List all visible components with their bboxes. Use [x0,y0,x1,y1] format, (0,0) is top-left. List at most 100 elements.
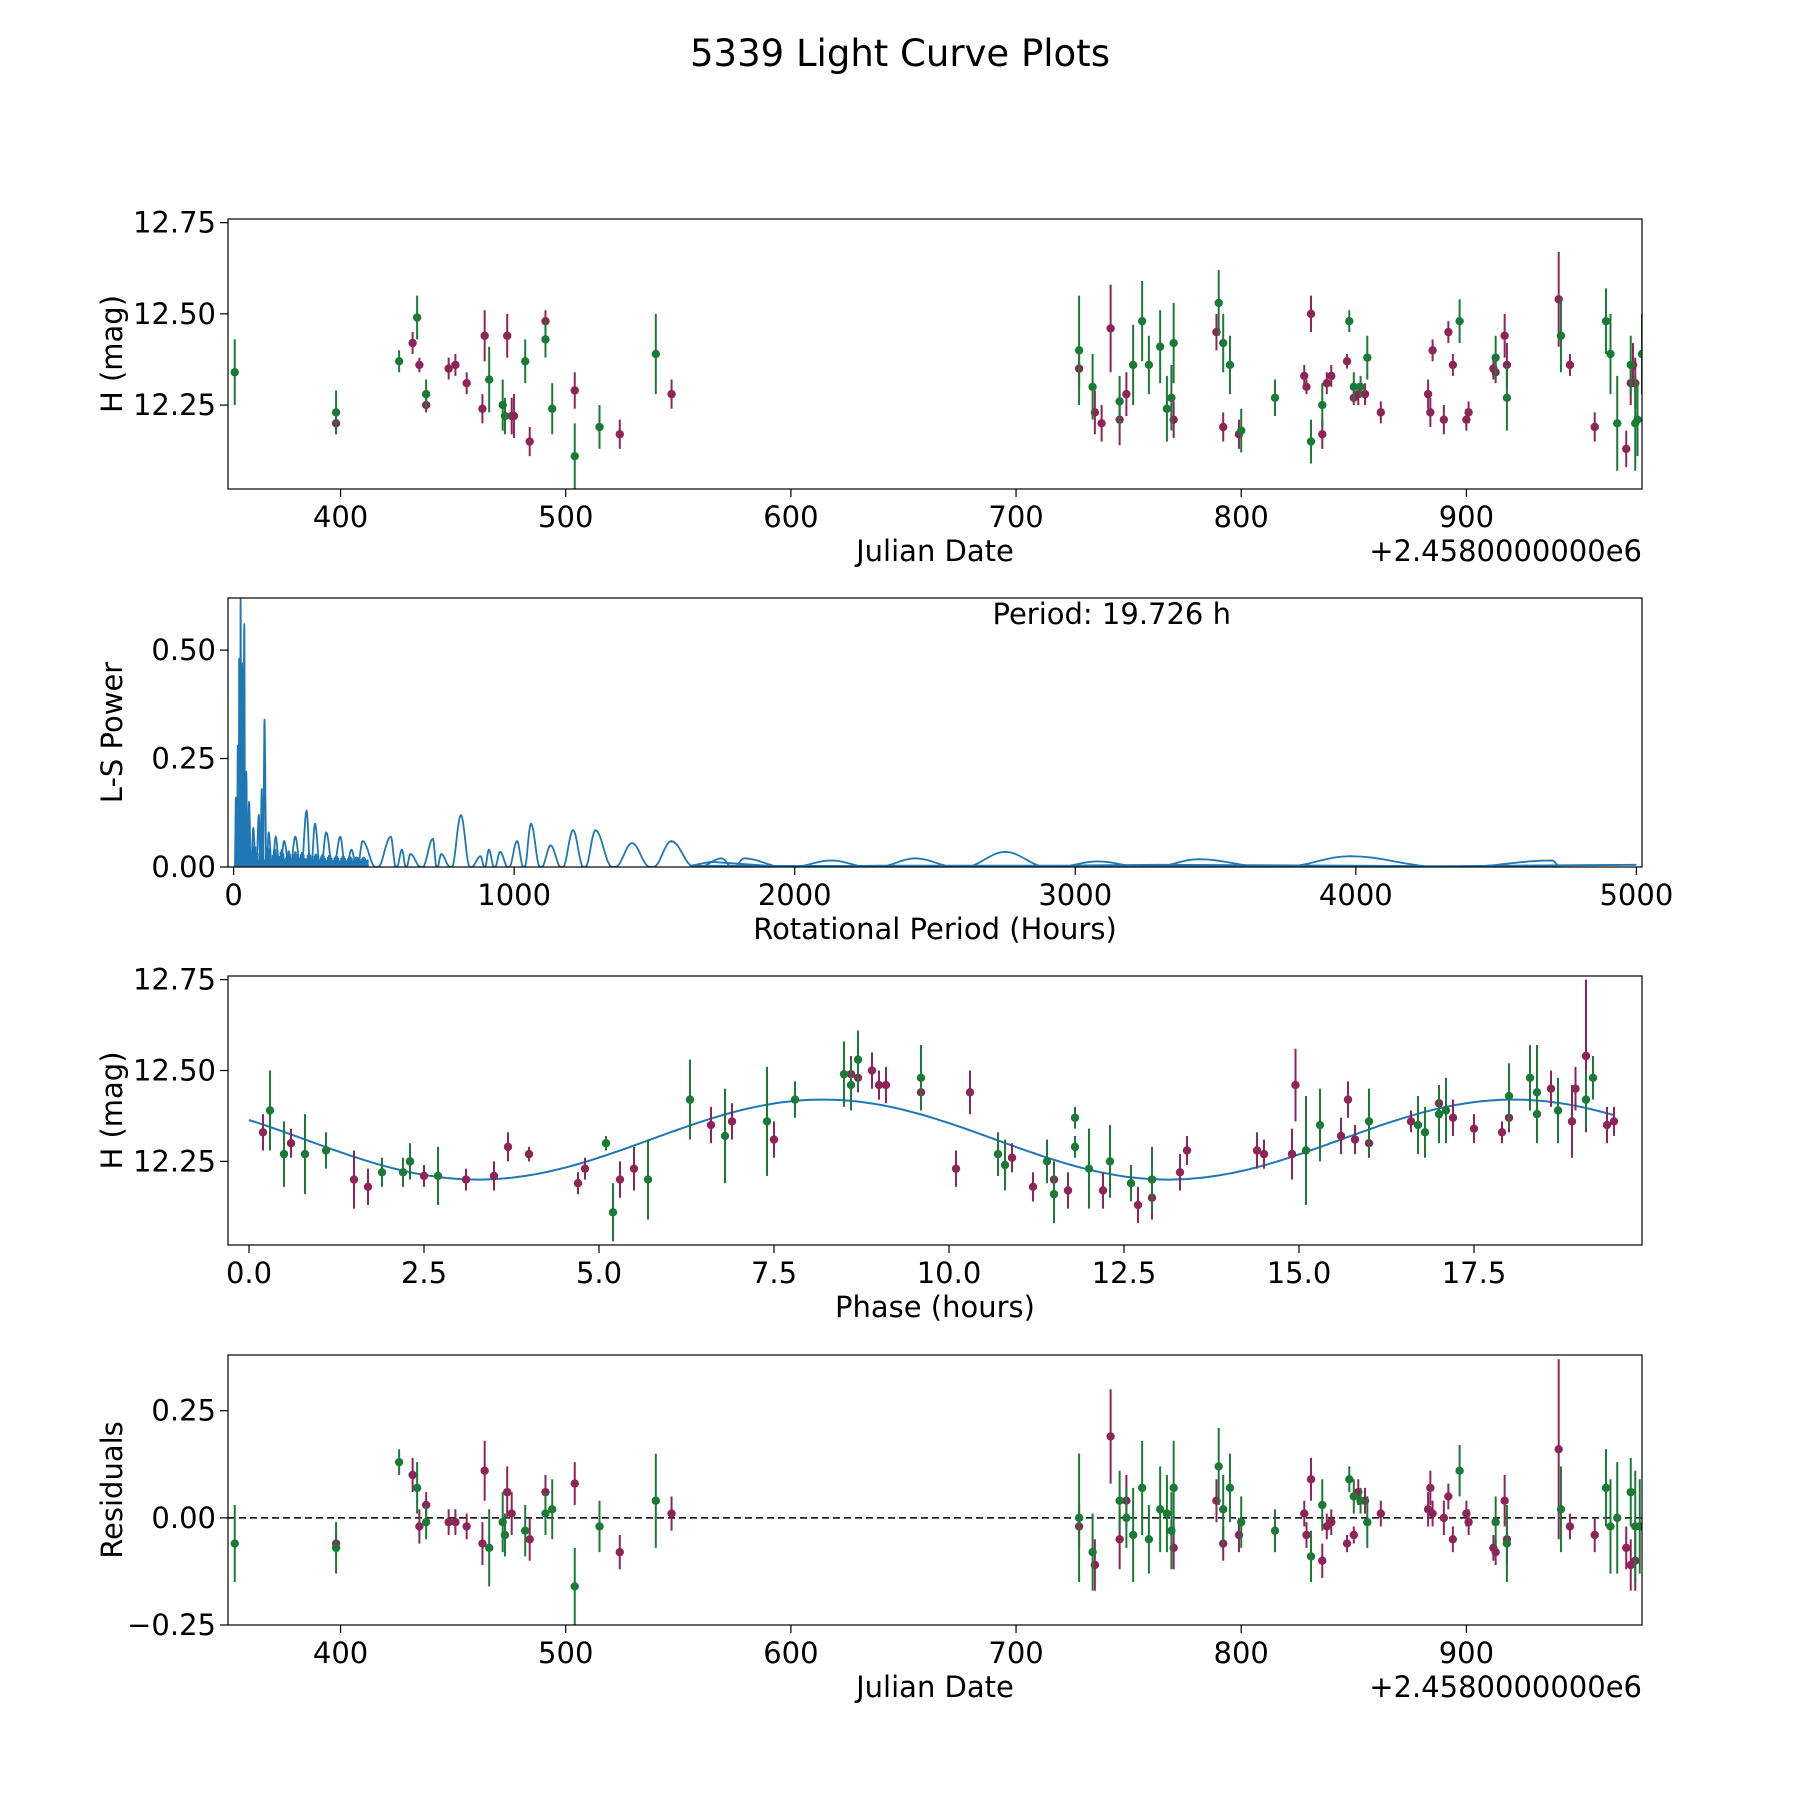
phased-data-point [881,1080,891,1090]
residuals-data-point [1349,1492,1358,1501]
lightcurve-data-point [1300,371,1309,381]
phased-data-point [1126,1179,1136,1188]
phased-data-point [461,1175,471,1184]
phased-data-point [1301,1146,1311,1155]
residuals-data-point [1426,1483,1435,1493]
lightcurve-data-point [595,422,604,432]
lightcurve-data-point [1626,360,1635,370]
residuals-data-point [507,1509,516,1518]
residuals-data-point [1214,1462,1223,1471]
residuals-xtick-label: 800 [1214,1636,1269,1670]
lightcurve-data-point [1502,360,1512,370]
lightcurve-data-point [1237,426,1246,435]
phased-data-point [363,1182,373,1192]
phased-xtick-label: 0.0 [226,1256,272,1290]
residuals-data-point [1491,1517,1500,1527]
residuals-data-point [615,1547,624,1557]
lightcurve-data-point [1318,400,1327,410]
residuals-panel: 400 500 600 700 800 900 −0.25 0.00 0.25 Julian Da… [95,1354,1643,1704]
residuals-data-point [1237,1517,1246,1527]
phased-xtick-label: 10.0 [917,1256,982,1290]
residuals-data-point [1601,1483,1611,1493]
phased-data-point [608,1208,618,1217]
residuals-data-point [1606,1522,1615,1531]
phased-data-point [1553,1106,1563,1115]
phased-data-point [706,1120,716,1130]
residuals-data-point [1137,1483,1147,1493]
residuals-data-point [1613,1513,1622,1523]
phased-data-point [258,1128,268,1137]
phased-data-point [377,1168,387,1177]
phased-data-point [965,1088,975,1097]
residuals-xtick-label: 700 [988,1636,1043,1670]
phased-data-point [1336,1131,1346,1141]
phased-data-point [1315,1120,1325,1130]
residuals-data-point [1349,1530,1358,1540]
phased-data-point [1343,1095,1353,1104]
phased-data-point [1525,1073,1535,1082]
phased-data-point [762,1117,772,1126]
phased-data-point [279,1149,289,1159]
phased-data-point [1581,1095,1591,1104]
phased-data-point [1602,1120,1612,1130]
residuals-xtick-label: 900 [1439,1636,1494,1670]
periodogram-ytick-label: 0.50 [151,633,216,667]
periodogram-data [233,598,1637,867]
residuals-data-point [230,1539,239,1548]
lightcurve-data-point [1167,393,1176,402]
lightcurve-data-point [1225,360,1235,370]
lightcurve-panel: 400 500 600 700 800 900 12.25 12.50 12.75 Julian … [95,206,1643,568]
residuals-data-point [541,1509,550,1518]
phased-data-point [1420,1128,1430,1137]
lightcurve-data-point [444,364,453,373]
residuals-data-point [1491,1547,1500,1557]
lightcurve-data-point [1637,349,1642,359]
phased-data-point [916,1073,926,1082]
residuals-data-point [1626,1487,1635,1497]
phased-data-point [300,1149,310,1159]
lightcurve-data-point [421,389,431,399]
residuals-data-point [1318,1556,1327,1565]
residuals-data-point [480,1466,489,1475]
lightcurve-ylabel: H (mag) [95,295,129,413]
phased-data-point [601,1139,611,1148]
residuals-data-point [1363,1517,1372,1527]
phased-xtick-label: 12.5 [1092,1256,1157,1290]
phased-data-point [1609,1117,1619,1126]
lightcurve-data-point [1137,316,1147,326]
residuals-data-point [548,1505,557,1514]
lightcurve-data-point [462,378,471,388]
lightcurve-ytick-label: 12.75 [133,206,216,240]
residuals-data-point [1219,1539,1228,1548]
phased-data-point [1287,1149,1297,1159]
phased-data-point [503,1142,513,1152]
lightcurve-data-point [667,389,676,399]
phased-data-point [1497,1128,1507,1137]
periodogram-ytick-label: 0.25 [151,742,216,776]
lightcurve-data-point [1155,342,1165,351]
phased-data-point [1406,1117,1416,1126]
lightcurve-data-point [1464,408,1473,417]
residuals-data-point [1327,1517,1336,1527]
residuals-data-point [525,1535,534,1544]
lightcurve-data-point [1444,327,1453,337]
residuals-data-point [502,1487,512,1497]
lightcurve-data-point [570,451,579,461]
residuals-ytick-label: 0.00 [151,1501,216,1535]
phased-data-point [874,1080,884,1090]
residuals-data-point [1115,1496,1124,1505]
lightcurve-data-point [1455,316,1464,326]
lightcurve-xtick-label: 700 [988,500,1043,534]
phased-data-point [643,1175,653,1184]
lightcurve-data-point [1345,316,1354,326]
lightcurve-xtick-label: 800 [1214,500,1269,534]
residuals-data-point [1590,1530,1599,1540]
residuals-data-point [1448,1535,1458,1544]
phased-data-point [839,1069,849,1079]
lightcurve-data-point [1363,353,1372,362]
phased-data-point [1259,1149,1269,1159]
lightcurve-xtick-label: 500 [538,500,593,534]
phased-data-point [1546,1084,1556,1093]
phased-data-point [405,1157,415,1166]
phased-data-point [615,1175,625,1184]
